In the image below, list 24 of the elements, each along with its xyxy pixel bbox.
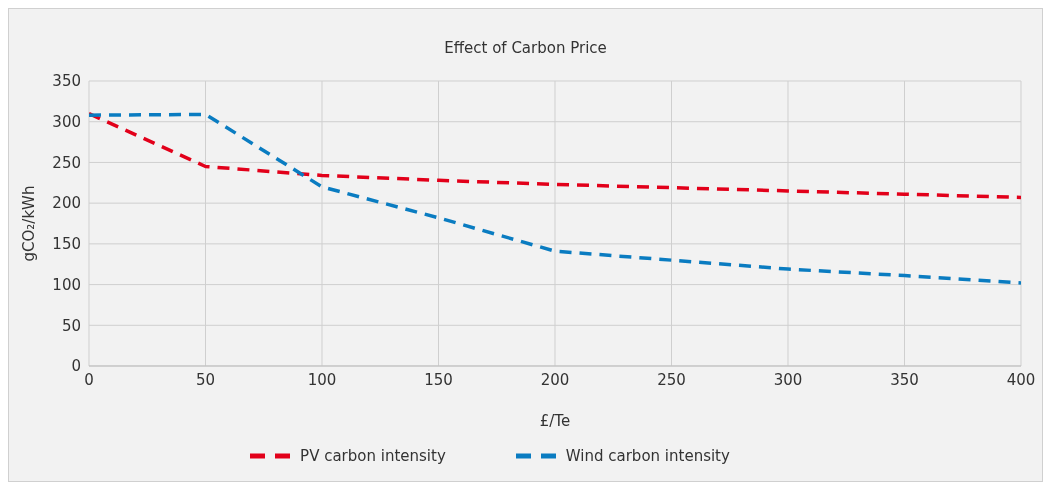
y-tick-label: 350 [52, 72, 81, 91]
x-tick-label: 0 [84, 370, 94, 389]
y-tick-label: 250 [52, 153, 81, 172]
legend-label: Wind carbon intensity [565, 446, 730, 465]
legend-label: PV carbon intensity [300, 446, 446, 465]
line-series [89, 112, 1021, 285]
y-tick-label: 300 [52, 113, 81, 132]
x-tick-label: 250 [657, 370, 686, 389]
x-tick-label: 50 [195, 370, 216, 389]
y-tick-label: 0 [71, 357, 81, 376]
y-tick-label: 200 [52, 194, 81, 213]
y-tick-label: 50 [61, 316, 81, 335]
y-axis-title: gCO₂/kWh [20, 185, 39, 262]
x-tick-label: 400 [1006, 370, 1036, 389]
x-tick-label: 150 [424, 370, 453, 389]
x-tick-label: 300 [773, 370, 803, 389]
y-tick-label: 100 [52, 275, 81, 294]
x-tick-label: 200 [540, 370, 570, 389]
x-tick-label: 100 [307, 370, 337, 389]
y-tick-label: 150 [52, 235, 81, 254]
line-series [89, 111, 1021, 200]
x-axis-title: £/Te [539, 412, 571, 430]
x-tick-label: 350 [890, 370, 919, 389]
chart-title: Effect of Carbon Price [443, 38, 608, 59]
